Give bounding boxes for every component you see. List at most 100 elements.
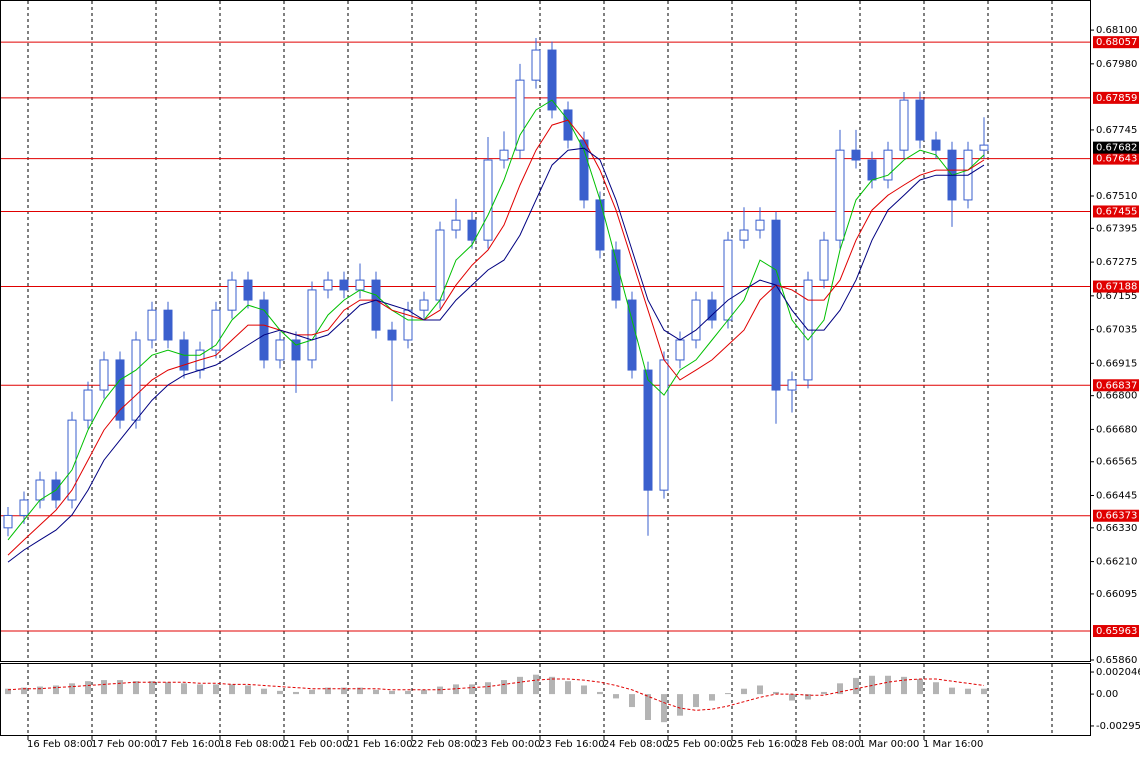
x-tick-label: 17 Feb 16:00 [155,739,221,750]
x-tick-label: 1 Mar 00:00 [859,739,919,750]
candle-body [979,144,989,151]
level-label-box [1093,205,1139,218]
y-tick-label: 0.67035 [1096,325,1137,336]
candle-body [307,289,317,361]
candle-body [259,299,269,361]
y-tick-label: 0.67980 [1096,59,1137,70]
y2-tick-label: 0.00 [1096,689,1118,700]
level-label: 0.66837 [1096,380,1137,391]
candle-body [451,219,461,231]
y-tick-label: 0.67395 [1096,223,1137,234]
y-tick-label: 0.66210 [1096,557,1137,568]
y-tick-label: 0.66330 [1096,523,1137,534]
candle-body [99,359,109,391]
y-tick-label: 0.66565 [1096,457,1137,468]
candle-body [659,359,669,491]
candle-body [291,339,301,361]
candle-body [611,249,621,301]
candle-body [131,339,141,421]
candle-body [723,239,733,321]
y-tick-label: 0.67275 [1096,257,1137,268]
candle-body [147,309,157,341]
x-tick-label: 25 Feb 00:00 [667,739,733,750]
candle-body [675,339,685,361]
level-label: 0.67455 [1096,206,1137,217]
y-tick-label: 0.67155 [1096,291,1137,302]
level-label: 0.65963 [1096,626,1137,637]
candle-body [3,514,13,529]
candle-body [211,309,221,351]
y2-tick-label: -0.002952 [1096,721,1140,732]
candle-body [515,79,525,151]
level-label-box [1093,36,1139,49]
x-tick-label: 16 Feb 08:00 [27,739,93,750]
candle-body [851,149,861,161]
x-tick-label: 25 Feb 16:00 [731,739,797,750]
candle-body [275,339,285,361]
y-tick-label: 0.68100 [1096,25,1137,36]
candle-body [915,99,925,141]
moving-average [7,119,985,556]
y-tick-label: 0.66095 [1096,589,1137,600]
y-tick-label: 0.66680 [1096,424,1137,435]
x-tick-label: 24 Feb 08:00 [603,739,669,750]
x-tick-label: 1 Mar 16:00 [923,739,983,750]
candle-body [83,389,93,421]
x-tick-label: 21 Feb 00:00 [283,739,349,750]
candle-body [899,99,909,151]
candle-body [819,239,829,281]
level-label-box [1093,280,1139,293]
candle-body [771,219,781,391]
candle-body [355,279,365,291]
candle-body [67,419,77,501]
candle-body [643,369,653,491]
candle-body [467,219,477,241]
candle-body [755,219,765,231]
candle-body [931,139,941,151]
current-price-label: 0.67682 [1096,143,1137,154]
candle-body [595,199,605,251]
candle-body [19,499,29,516]
candle-body [227,279,237,311]
y-tick-label: 0.67745 [1096,125,1137,136]
y-tick-label: 0.66445 [1096,490,1137,501]
x-tick-label: 17 Feb 00:00 [91,739,157,750]
candle-body [35,479,45,501]
level-label: 0.67643 [1096,154,1137,165]
level-label: 0.66373 [1096,511,1137,522]
candle-body [483,159,493,241]
indicator-pane-border [0,663,1091,736]
candle-body [691,299,701,341]
level-label-box [1093,625,1139,638]
candle-body [499,149,509,161]
candle-body [115,359,125,421]
y-tick-label: 0.66915 [1096,358,1137,369]
y2-tick-label: 0.002046 [1096,667,1140,678]
x-tick-label: 21 Feb 16:00 [347,739,413,750]
level-label: 0.67188 [1096,282,1137,293]
x-tick-label: 23 Feb 00:00 [475,739,541,750]
x-tick-label: 18 Feb 08:00 [219,739,285,750]
candle-body [387,329,397,341]
level-label-box [1093,509,1139,522]
candle-body [531,49,541,81]
candle-body [435,229,445,301]
candle-body [883,149,893,181]
candle-body [867,159,877,181]
main-pane-border [0,0,1091,662]
y-tick-label: 0.66800 [1096,391,1137,402]
candle-body [547,49,557,111]
level-label: 0.67859 [1096,93,1137,104]
moving-average [7,99,985,541]
candle-body [739,229,749,241]
candle-body [323,279,333,291]
level-label-box [1093,152,1139,165]
candle-body [835,149,845,241]
level-label-box [1093,379,1139,392]
candle-body [339,279,349,291]
level-label-box [1093,91,1139,104]
candle-body [419,299,429,311]
level-label: 0.68057 [1096,37,1137,48]
candle-body [707,299,717,321]
